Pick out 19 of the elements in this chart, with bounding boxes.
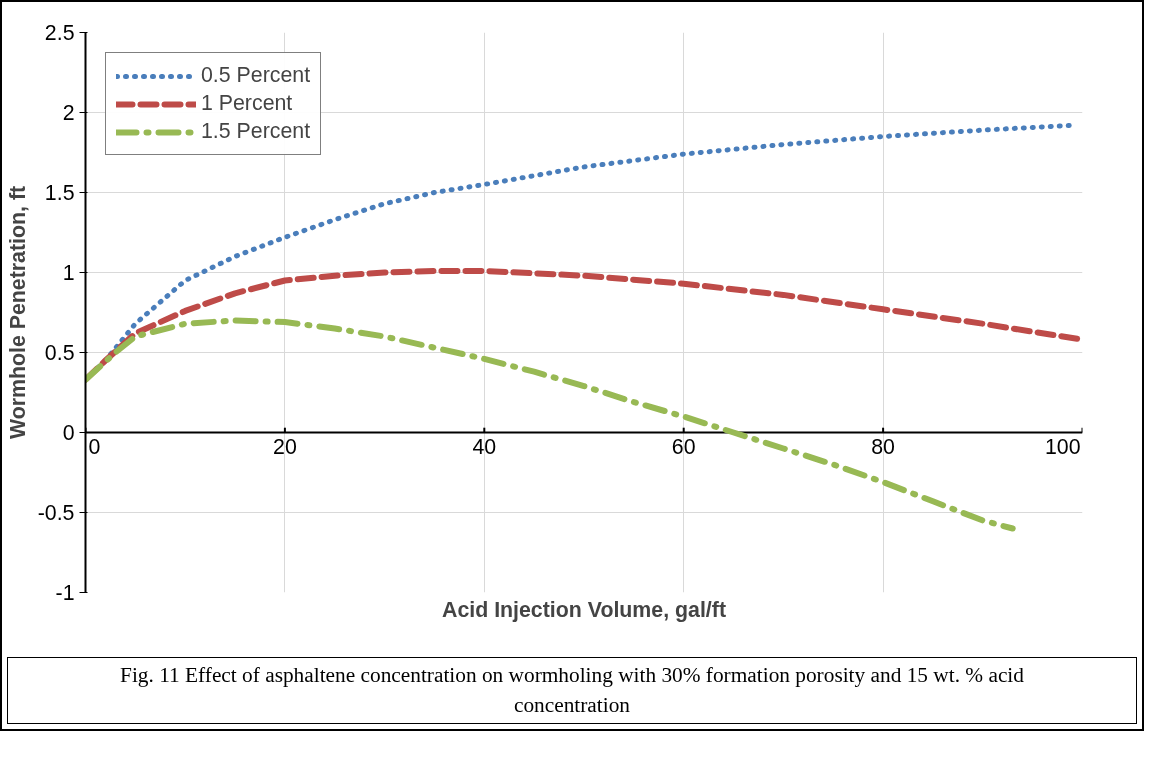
caption: Fig. 11 Effect of asphaltene concentration on wormholing with 30% formation porosity and 15 wt. % acid concentration: [119, 662, 1025, 720]
y-tick-label: 0.5: [44, 341, 75, 365]
x-tick-label: 20: [273, 434, 297, 459]
x-tick-label: 80: [871, 434, 896, 459]
x-axis-title: Acid Injection Volume, gal/ft: [442, 597, 727, 622]
y-tick-label: 1.5: [44, 181, 75, 205]
x-tick-label: 0: [88, 434, 101, 459]
x-tick-label: 60: [671, 434, 696, 459]
y-tick-label: 1: [62, 261, 75, 285]
y-axis-title: Wormhole Penetration, ft: [5, 185, 30, 440]
y-tick-label: -1: [55, 581, 75, 605]
y-tick-label: -0.5: [37, 501, 75, 525]
x-tick-label: 40: [472, 434, 497, 459]
legend-label: 1.5 Percent: [201, 119, 311, 144]
y-tick-label: 2.5: [44, 21, 75, 45]
y-tick-label: 2: [62, 101, 75, 125]
x-tick-label: 100: [1044, 434, 1081, 459]
legend-label: 1 Percent: [201, 91, 293, 116]
legend-label: 0.5 Percent: [201, 63, 311, 88]
